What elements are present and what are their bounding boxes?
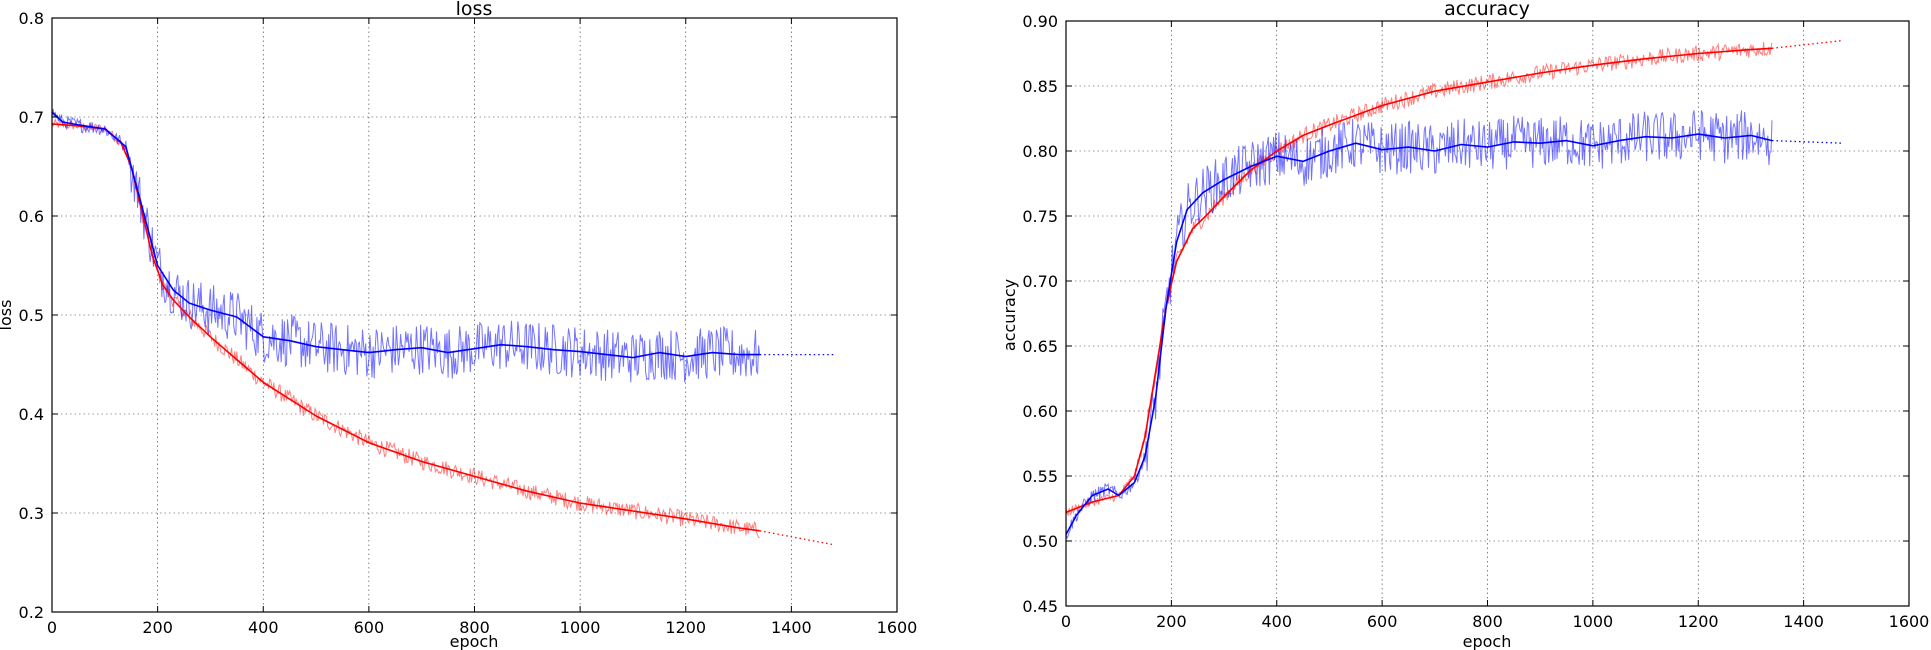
accuracy-ytick-label: 0.75 — [1022, 207, 1058, 226]
accuracy-panel: 0 200 400 600 800 1000 1200 1400 1600 0.45 0.50 0.5… — [1022, 12, 1929, 631]
accuracy-ytick-label: 0.45 — [1022, 597, 1058, 616]
loss-xtick-label: 600 — [354, 618, 385, 637]
accuracy-series-3 — [1771, 139, 1844, 144]
loss-series-0 — [52, 123, 760, 532]
accuracy-ylabel: accuracy — [1000, 279, 1019, 351]
loss-plot-area — [52, 108, 834, 546]
loss-xtick-label: 200 — [142, 618, 173, 637]
accuracy-xtick-label: 200 — [1156, 612, 1187, 631]
loss-xtick-label: 400 — [248, 618, 279, 637]
accuracy-series-1 — [1066, 133, 1773, 535]
accuracy-plot-area — [1066, 39, 1844, 540]
accuracy-xtick-label: 600 — [1367, 612, 1398, 631]
accuracy-ytick-label: 0.85 — [1022, 77, 1058, 96]
loss-xtick-label: 1200 — [665, 618, 706, 637]
loss-raw-series — [52, 108, 761, 383]
accuracy-ytick-label: 0.70 — [1022, 272, 1058, 291]
loss-xtick-label: 0 — [47, 618, 57, 637]
accuracy-xtick-label: 1600 — [1889, 612, 1930, 631]
accuracy-ytick-label: 0.50 — [1022, 532, 1058, 551]
accuracy-xtick-label: 1000 — [1573, 612, 1614, 631]
accuracy-title: accuracy — [1444, 0, 1530, 20]
accuracy-series-2 — [1771, 39, 1844, 49]
loss-ytick-label: 0.4 — [19, 405, 44, 424]
loss-ytick-label: 0.8 — [19, 9, 44, 28]
loss-ytick-label: 0.3 — [19, 504, 44, 523]
accuracy-xtick-label: 1200 — [1678, 612, 1719, 631]
loss-ytick-label: 0.6 — [19, 207, 44, 226]
accuracy-ytick-label: 0.65 — [1022, 337, 1058, 356]
loss-series-1 — [52, 111, 760, 359]
loss-ytick-label: 0.7 — [19, 108, 44, 127]
loss-panel: 0 200 400 600 800 1000 1200 1400 1600 0.2 0.3 0.4 0.… — [19, 9, 918, 637]
accuracy-xtick-label: 400 — [1261, 612, 1292, 631]
loss-xtick-label: 1400 — [771, 618, 812, 637]
accuracy-ytick-label: 0.55 — [1022, 467, 1058, 486]
accuracy-xtick-label: 800 — [1472, 612, 1503, 631]
accuracy-ytick-label: 0.80 — [1022, 142, 1058, 161]
loss-xtick-label: 1600 — [877, 618, 918, 637]
loss-title: loss — [456, 0, 493, 20]
accuracy-xlabel: epoch — [1463, 632, 1512, 650]
loss-xtick-label: 1000 — [560, 618, 601, 637]
loss-ytick-label: 0.5 — [19, 306, 44, 325]
loss-xtick-label: 800 — [459, 618, 490, 637]
loss-ylabel: loss — [0, 300, 15, 331]
accuracy-ytick-label: 0.60 — [1022, 402, 1058, 421]
loss-xlabel: epoch — [450, 632, 499, 650]
accuracy-xtick-label: 0 — [1061, 612, 1071, 631]
accuracy-ytick-label: 0.90 — [1022, 12, 1058, 31]
loss-ytick-label: 0.2 — [19, 603, 44, 622]
accuracy-xtick-label: 1400 — [1783, 612, 1824, 631]
